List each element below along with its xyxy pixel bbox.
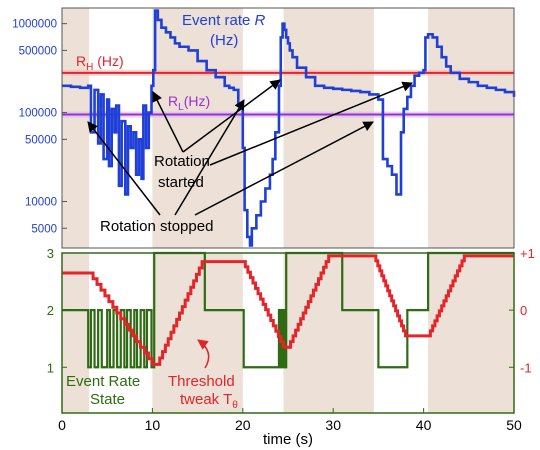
bottom-plot-frame — [61, 252, 515, 414]
y-tick-label: 500000 — [19, 45, 57, 57]
rh-label: RH (Hz) — [76, 53, 124, 73]
event-rate-line — [62, 9, 516, 247]
right-tick-label: 0 — [520, 303, 527, 318]
left-tick-label: 1 — [47, 360, 54, 375]
top-y-ticks: 1000000 500000 100000 50000 10000 5000 — [12, 19, 67, 235]
x-tick-label: 10 — [145, 417, 161, 433]
threshold-tweak-line — [62, 254, 514, 366]
left-tick-label: 3 — [47, 246, 54, 261]
left-tick-label: 2 — [47, 303, 54, 318]
shaded-interval — [428, 8, 514, 248]
shaded-interval — [428, 253, 514, 413]
right-tick-label: -1 — [520, 360, 532, 375]
x-tick-label: 20 — [235, 417, 251, 433]
rl-label: RL(Hz) — [168, 93, 210, 113]
threshold-label-2: tweak Tθ — [180, 391, 238, 411]
bottom-shaded-intervals — [62, 253, 514, 413]
right-tick-label: +1 — [520, 246, 535, 261]
rotation-started-arrows — [152, 79, 413, 166]
x-tick-label: 40 — [416, 417, 432, 433]
x-axis-label: time (s) — [263, 431, 313, 448]
state-label-1: Event Rate — [66, 373, 140, 390]
threshold-label-1: Threshold — [168, 373, 235, 390]
shaded-interval — [283, 253, 374, 413]
threshold-arrow — [197, 339, 210, 369]
shaded-interval — [62, 8, 90, 248]
top-threshold-bands — [62, 69, 514, 118]
y-tick-label: 10000 — [25, 197, 57, 209]
y-tick-label: 50000 — [25, 134, 57, 146]
rotation-stopped-label: Rotation stopped — [100, 218, 213, 235]
event-rate-state-line — [62, 251, 514, 369]
bottom-ticks: 3 2 1 +1 0 -1 0 10 20 30 40 50 — [47, 246, 535, 433]
x-tick-label: 50 — [506, 417, 522, 433]
bottom-series — [62, 251, 514, 369]
y-tick-label: 5000 — [31, 223, 57, 235]
rate-label-line2: (Hz) — [210, 32, 238, 49]
x-tick-label: 30 — [325, 417, 341, 433]
rotation-stopped-arrows — [87, 99, 374, 216]
state-label-2: State — [90, 391, 125, 408]
rotation-started-label-2: started — [158, 174, 204, 191]
y-tick-label: 1000000 — [12, 19, 57, 31]
event-rate-series — [62, 9, 516, 247]
rotation-started-label-1: Rotation — [154, 153, 210, 170]
shaded-interval — [62, 253, 90, 413]
x-tick-label: 0 — [58, 417, 66, 433]
shaded-interval — [283, 8, 374, 248]
rate-label-line1: Event rate R — [182, 12, 266, 29]
top-plot-frame — [61, 7, 515, 249]
y-tick-label: 100000 — [19, 108, 57, 120]
